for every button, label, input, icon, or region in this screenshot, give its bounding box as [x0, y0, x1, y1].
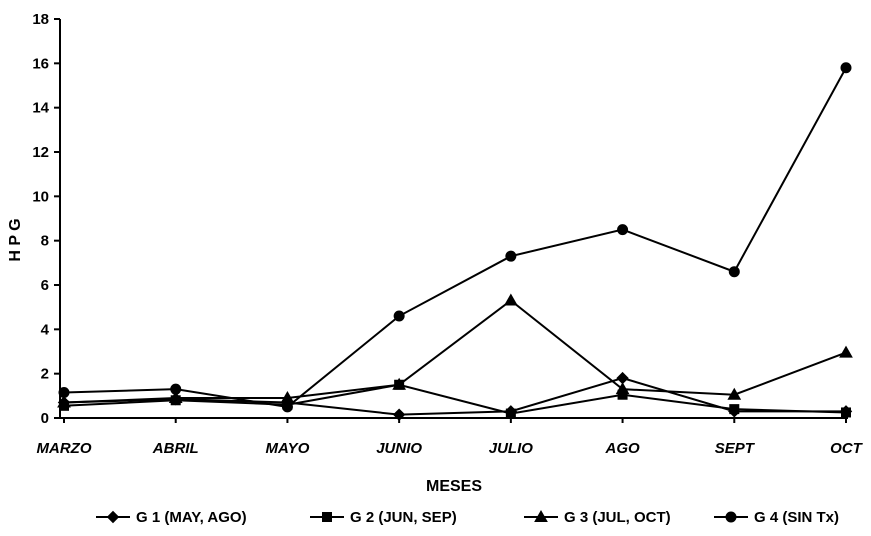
y-tick-label: 4 — [41, 321, 50, 338]
data-point — [505, 250, 517, 262]
legend-label: G 1 (MAY, AGO) — [136, 509, 247, 526]
legend-marker — [106, 510, 120, 524]
series-line-2 — [63, 383, 847, 415]
legend-entry: G 3 (JUL, OCT) — [524, 509, 671, 526]
data-point — [839, 345, 853, 358]
y-axis-title: H P G — [7, 218, 24, 261]
data-point — [170, 383, 182, 395]
legend-label: G 4 (SIN Tx) — [754, 509, 839, 526]
legend-entry: G 1 (MAY, AGO) — [96, 509, 247, 526]
series-4 — [58, 62, 852, 413]
data-point — [392, 377, 407, 390]
data-point — [617, 224, 629, 236]
y-tick-label: 2 — [41, 366, 49, 383]
y-tick-label: 16 — [32, 55, 49, 72]
data-point — [729, 404, 740, 415]
data-point — [615, 382, 630, 395]
data-point — [168, 391, 183, 404]
legend: G 1 (MAY, AGO) G 2 (JUN, SEP) G 3 (JUL, OC… — [96, 509, 839, 526]
data-point — [58, 387, 70, 399]
x-tick-label: JULIO — [489, 440, 534, 457]
data-point — [393, 310, 405, 322]
data-point — [840, 62, 852, 74]
y-axis: 0 2 4 6 8 10 12 14 16 18 — [32, 11, 61, 427]
series-3 — [57, 293, 853, 408]
data-point — [616, 371, 629, 385]
x-tick-label: OCT — [830, 440, 864, 457]
x-tick-label: ABRIL — [152, 440, 199, 457]
legend-label: G 2 (JUN, SEP) — [350, 509, 457, 526]
data-point — [728, 266, 740, 278]
y-tick-label: 10 — [32, 188, 49, 205]
data-point — [727, 387, 742, 400]
y-tick-label: 12 — [32, 144, 49, 161]
x-axis: MARZO ABRIL MAYO JUNIO JULIO AGO SEPT OCT — [37, 417, 864, 457]
legend-entry: G 2 (JUN, SEP) — [310, 509, 457, 526]
x-tick-label: SEPT — [715, 440, 756, 457]
data-point — [503, 293, 518, 306]
data-point — [841, 407, 851, 418]
legend-marker — [725, 511, 737, 523]
x-tick-label: MARZO — [37, 440, 92, 457]
data-point — [57, 395, 71, 408]
x-tick-label: MAYO — [265, 440, 309, 457]
x-axis-title: MESES — [426, 478, 482, 495]
y-tick-label: 6 — [41, 277, 49, 294]
data-point — [392, 408, 406, 421]
legend-label: G 3 (JUL, OCT) — [564, 509, 671, 526]
series-line-3 — [63, 299, 847, 404]
legend-entry: G 4 (SIN Tx) — [714, 509, 839, 526]
data-point — [281, 401, 293, 413]
y-tick-label: 8 — [41, 233, 49, 250]
y-tick-label: 0 — [41, 410, 49, 427]
legend-marker — [322, 512, 332, 522]
y-tick-label: 14 — [32, 100, 49, 117]
y-tick-label: 18 — [32, 11, 49, 28]
legend-marker — [534, 509, 548, 522]
series-line-4 — [63, 67, 847, 408]
series-group — [57, 62, 853, 421]
x-tick-label: AGO — [604, 440, 640, 457]
x-tick-label: JUNIO — [376, 440, 422, 457]
data-point — [505, 408, 516, 419]
